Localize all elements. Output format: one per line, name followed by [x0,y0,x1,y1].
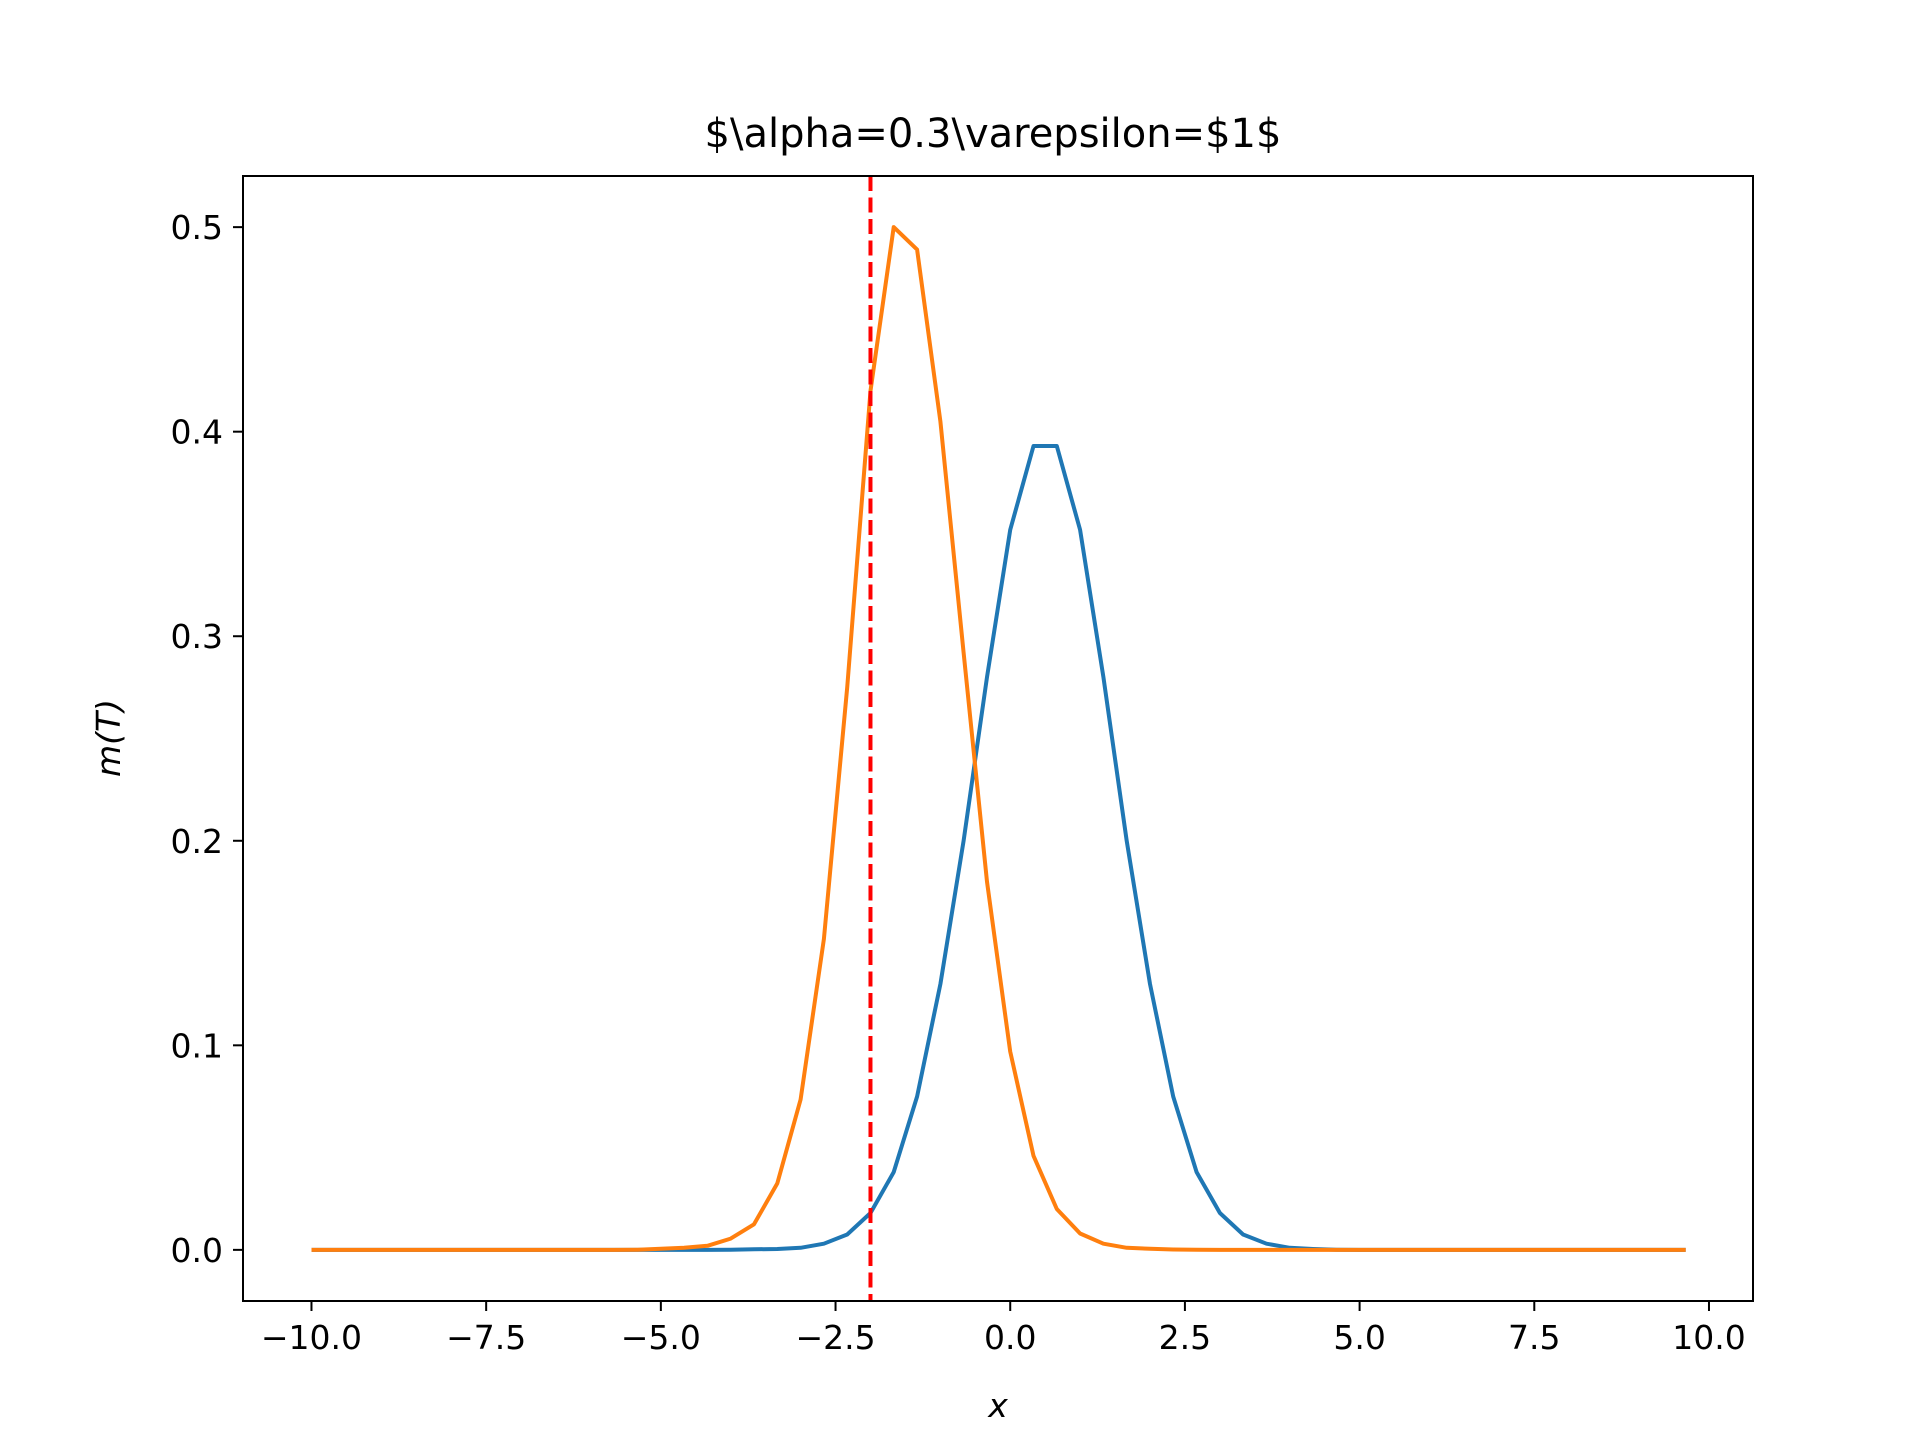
x-tick-label: 10.0 [1672,1318,1745,1357]
chart-title: $\alpha=0.3\varepsilon=$1$ [705,111,1282,157]
plot-frame [242,175,1754,1302]
x-axis-label: x [987,1386,1008,1425]
x-tick-label: 0.0 [984,1318,1036,1357]
x-tick-label: 5.0 [1333,1318,1385,1357]
y-tick-label: 0.5 [171,208,223,247]
y-tick-label: 0.0 [171,1231,223,1270]
x-tick-label: −7.5 [446,1318,526,1357]
y-axis-label: m(T) [89,699,128,777]
x-axis: −10.0 −7.5 −5.0 −2.5 0.0 2.5 5.0 7.5 10.0 [261,1301,1746,1357]
x-tick-label: −5.0 [621,1318,701,1357]
x-tick-label: −10.0 [261,1318,362,1357]
y-tick-label: 0.3 [171,617,223,656]
y-axis: 0.0 0.1 0.2 0.3 0.4 0.5 [171,208,243,1270]
x-tick-label: 7.5 [1508,1318,1560,1357]
x-tick-label: 2.5 [1159,1318,1211,1357]
series-line-2 [311,225,1686,1252]
y-tick-label: 0.2 [171,822,223,861]
y-tick-label: 0.4 [171,413,223,452]
plot-area [311,176,1686,1301]
x-tick-label: −2.5 [795,1318,875,1357]
y-tick-label: 0.1 [171,1026,223,1065]
